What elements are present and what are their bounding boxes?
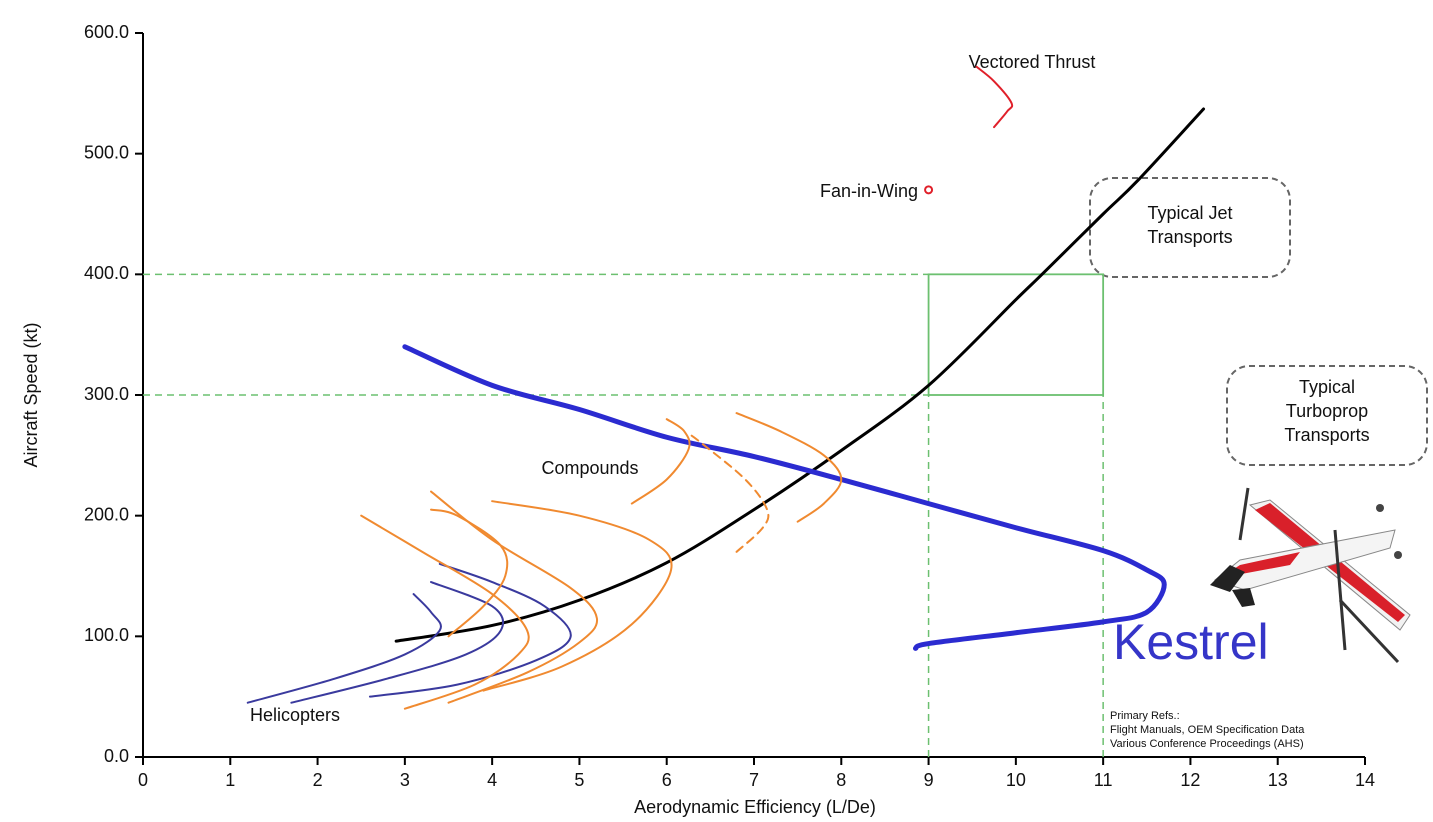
refs: Flight Manuals, OEM Specification Data — [1110, 724, 1305, 736]
x-tick-label: 11 — [1094, 770, 1113, 790]
x-tick-label: 13 — [1268, 770, 1288, 790]
series-line — [975, 65, 1014, 129]
y-axis-label: Aircraft Speed (kt) — [21, 322, 41, 467]
x-tick-label: 12 — [1180, 770, 1200, 790]
annotation: Transports — [1284, 425, 1369, 445]
reference-region — [927, 273, 1105, 396]
point — [924, 185, 934, 195]
refs: Various Conference Proceedings (AHS) — [1110, 738, 1304, 750]
annotation: Transports — [1147, 227, 1232, 247]
y-tick-label: 300.0 — [84, 384, 129, 404]
series-line — [360, 514, 530, 710]
x-tick-label: 5 — [574, 770, 584, 790]
annotation: Typical Jet — [1147, 203, 1232, 223]
annotation: Fan-in-Wing — [820, 181, 918, 201]
x-tick-label: 0 — [138, 770, 148, 790]
series-line — [368, 562, 572, 698]
annotation: Turboprop — [1286, 401, 1368, 421]
x-tick-label: 9 — [924, 770, 934, 790]
series-line — [394, 107, 1206, 643]
x-tick-label: 6 — [662, 770, 672, 790]
x-tick-label: 10 — [1006, 770, 1026, 790]
x-tick-label: 1 — [225, 770, 235, 790]
x-tick-label: 8 — [836, 770, 846, 790]
aircraft-icon — [1210, 487, 1411, 664]
y-tick-label: 600.0 — [84, 22, 129, 42]
y-tick-label: 400.0 — [84, 263, 129, 283]
series-line — [735, 412, 843, 523]
kestrel-label: Kestrel — [1113, 614, 1269, 670]
annotation: Typical — [1299, 377, 1355, 397]
series-line — [290, 581, 505, 704]
y-tick-label: 200.0 — [84, 504, 129, 524]
x-tick-label: 3 — [400, 770, 410, 790]
annotation: Vectored Thrust — [969, 52, 1096, 72]
series-line — [402, 344, 1167, 651]
series-line — [430, 490, 599, 704]
x-tick-label: 2 — [313, 770, 323, 790]
x-tick-label: 14 — [1355, 770, 1375, 790]
series-line — [246, 593, 442, 704]
series-line — [687, 432, 770, 553]
x-tick-label: 7 — [749, 770, 759, 790]
x-tick-label: 4 — [487, 770, 497, 790]
y-tick-label: 100.0 — [84, 625, 129, 645]
series-line — [430, 508, 509, 638]
series-line — [482, 500, 673, 692]
refs: Primary Refs.: — [1110, 710, 1180, 722]
series-line — [630, 418, 691, 505]
annotation: Helicopters — [250, 705, 340, 725]
y-tick-label: 500.0 — [84, 142, 129, 162]
x-axis-label: Aerodynamic Efficiency (L/De) — [634, 797, 876, 817]
annotation: Compounds — [541, 458, 638, 478]
y-tick-label: 0.0 — [104, 746, 129, 766]
